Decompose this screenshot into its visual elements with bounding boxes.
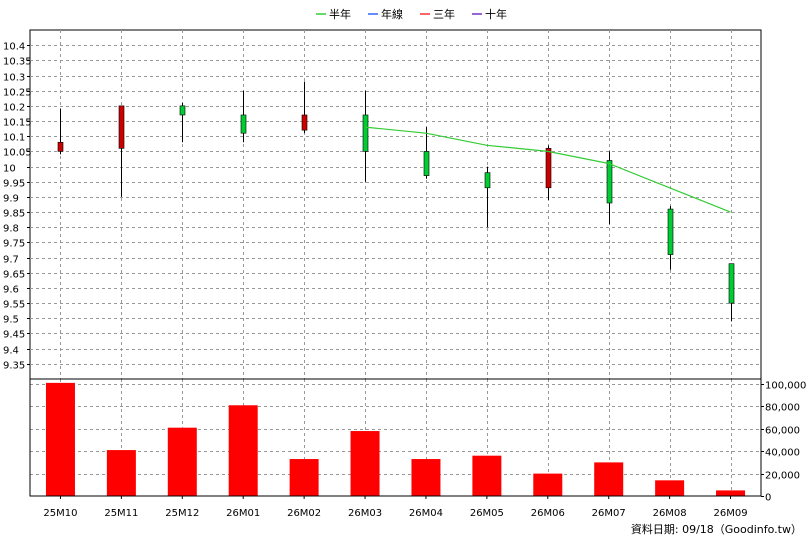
price-tick-label: 9.4 — [3, 346, 19, 357]
volume-frame — [29, 378, 762, 497]
volume-bar-26M06 — [533, 473, 563, 496]
volume-bar-26M08 — [655, 480, 685, 496]
volume-bar-25M10 — [45, 382, 75, 496]
volume-bar-26M07 — [594, 462, 624, 496]
price-tick-label: 9.75 — [3, 239, 25, 250]
candle-26M09 — [728, 263, 735, 322]
x-tick-label-25M11: 25M11 — [104, 508, 138, 519]
candle-26M08 — [667, 206, 674, 270]
candle-body — [667, 208, 674, 255]
volume-tick-label: 20,000 — [765, 471, 800, 482]
volume-bar-25M11 — [106, 450, 136, 496]
volume-bar-26M03 — [350, 431, 380, 496]
x-tick-label-26M08: 26M08 — [653, 508, 687, 519]
price-tick-label: 9.5 — [3, 315, 19, 326]
candle-body — [57, 141, 64, 152]
x-tick-label-26M09: 26M09 — [714, 508, 748, 519]
price-tick-label: 9.8 — [3, 224, 19, 235]
candle-body — [423, 151, 430, 176]
price-tick-label: 9.9 — [3, 194, 19, 205]
price-tick-label: 10.2 — [3, 103, 25, 114]
candle-25M11 — [118, 105, 125, 197]
x-tick-label-25M10: 25M10 — [43, 508, 77, 519]
candle-25M12 — [179, 102, 186, 143]
x-tick-label-25M12: 25M12 — [165, 508, 199, 519]
price-tick-label: 10.15 — [3, 118, 32, 129]
halfyear-ma-line — [364, 126, 731, 213]
price-tick-label: 9.7 — [3, 255, 19, 266]
price-tick-label: 9.65 — [3, 270, 25, 281]
price-tick-label: 10 — [3, 164, 16, 175]
volume-tick-label: 100,000 — [765, 381, 806, 392]
candle-26M04 — [423, 127, 430, 179]
price-tick-label: 9.45 — [3, 330, 25, 341]
legend-label-3: 十年 — [485, 7, 507, 21]
legend-label-0: 半年 — [329, 7, 351, 21]
volume-bar-26M05 — [472, 455, 502, 496]
x-tick-label-26M07: 26M07 — [592, 508, 626, 519]
x-tick-label-26M01: 26M01 — [226, 508, 260, 519]
candle-body — [545, 148, 552, 189]
candle-body — [484, 172, 491, 189]
candle-26M01 — [240, 90, 247, 143]
price-panel: 9.35 9.4 9.45 9.5 9.55 9.6 9.65 9.7 9.75 9.8 9.85 9… — [3, 29, 762, 380]
candle-body — [606, 160, 613, 204]
volume-plot-area — [29, 378, 762, 497]
price-tick-label: 9.35 — [3, 361, 25, 372]
candle-25M10 — [57, 108, 64, 155]
price-tick-label: 10.1 — [3, 133, 25, 144]
volume-bar-26M09 — [716, 490, 746, 496]
candle-26M02 — [301, 81, 308, 134]
price-plot-area — [29, 29, 762, 380]
price-tick-label: 9.6 — [3, 285, 19, 296]
candle-body — [728, 263, 735, 304]
volume-bar-26M04 — [411, 459, 441, 496]
price-tick-label: 10.4 — [3, 42, 25, 53]
volume-tick-label: 80,000 — [765, 403, 800, 414]
volume-tick-label: 40,000 — [765, 448, 800, 459]
volume-tick-label: 0 — [765, 493, 771, 504]
candle-26M06 — [545, 145, 552, 200]
price-tick-label: 10.35 — [3, 57, 32, 68]
price-tick-label: 9.85 — [3, 209, 25, 220]
volume-bar-26M02 — [289, 459, 319, 496]
price-tick-label: 10.05 — [3, 148, 32, 159]
data-date-footer: 資料日期: 09/18（Goodinfo.tw） — [631, 522, 802, 536]
x-tick-label-26M02: 26M02 — [287, 508, 321, 519]
x-axis: 25M10 25M11 25M12 26M01 26M02 26M03 26M04 26M05… — [43, 496, 748, 519]
candle-body — [362, 114, 369, 152]
legend-label-1: 年線 — [381, 7, 403, 21]
volume-bar-26M01 — [228, 405, 258, 496]
x-tick-label-26M05: 26M05 — [470, 508, 504, 519]
price-tick-label: 10.3 — [3, 73, 25, 84]
x-tick-label-26M06: 26M06 — [531, 508, 565, 519]
legend: 半年 年線 三年 十年 — [316, 7, 507, 21]
volume-panel: 0 20,000 40,000 60,000 80,000 100,000 — [29, 378, 806, 504]
volume-tick-label: 60,000 — [765, 426, 800, 437]
volume-bar-25M12 — [167, 427, 197, 496]
candle-body — [240, 114, 247, 134]
price-tick-label: 9.95 — [3, 179, 25, 190]
x-tick-label-26M03: 26M03 — [348, 508, 382, 519]
price-tick-label: 9.55 — [3, 300, 25, 311]
price-tick-label: 10.25 — [3, 88, 32, 99]
candle-26M05 — [484, 166, 491, 228]
x-tick-label-26M04: 26M04 — [409, 508, 443, 519]
candle-26M03 — [362, 90, 369, 182]
legend-label-2: 三年 — [433, 7, 455, 21]
candle-body — [179, 105, 186, 116]
candle-body — [118, 105, 125, 149]
candle-body — [301, 114, 308, 131]
